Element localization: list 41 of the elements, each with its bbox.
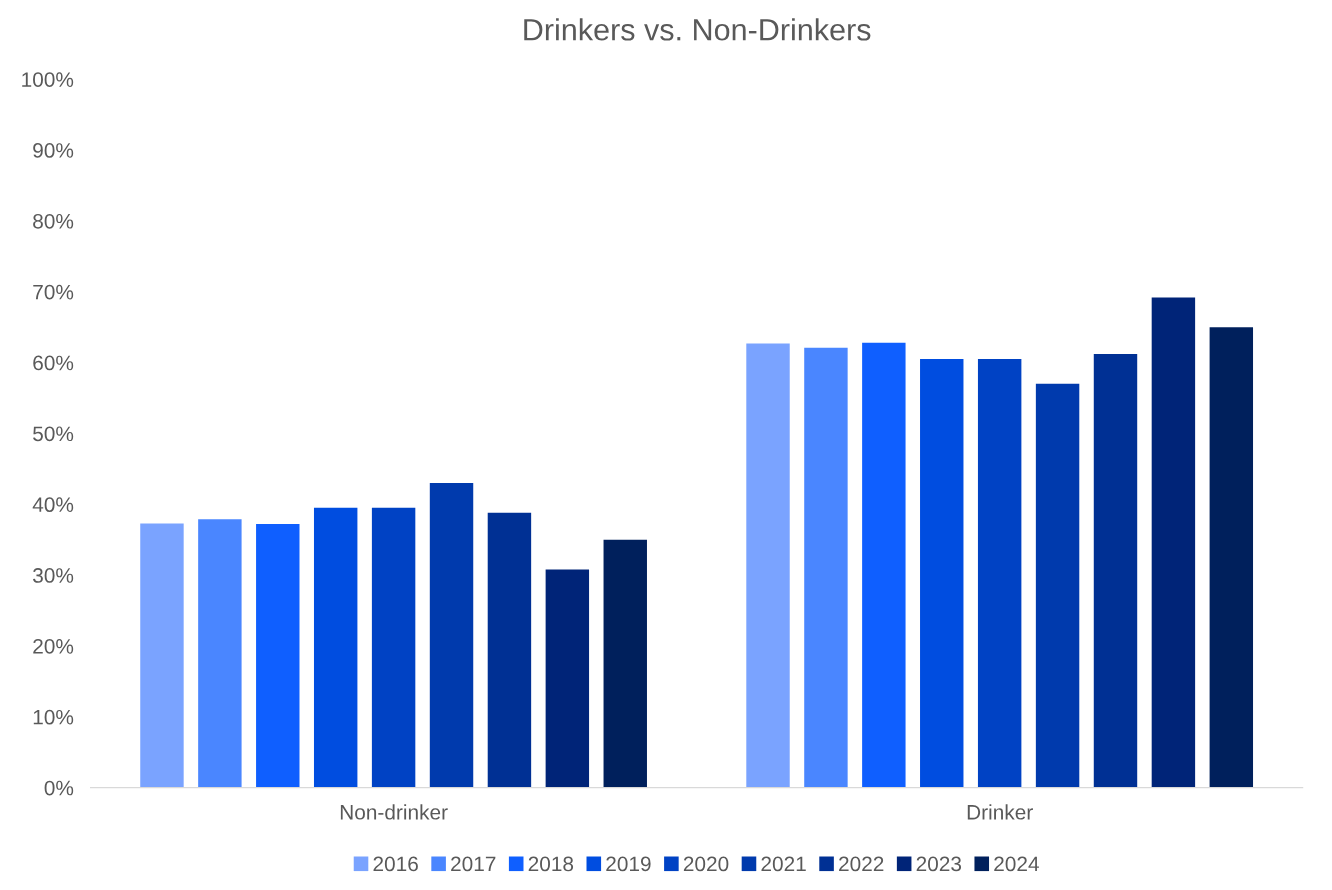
y-tick-label: 80% [33,213,74,229]
bar [487,512,532,788]
y-tick-label: 70% [33,284,74,300]
legend-label: 2017 [451,856,496,872]
bar [746,343,790,788]
bar [862,342,906,788]
bar [804,347,848,788]
legend-label: 2018 [528,856,574,872]
bar [1093,354,1138,788]
chart-title: Drinkers vs. Non-Drinkers [524,18,871,41]
legend-label: 2024 [994,856,1039,872]
bar [603,539,647,788]
bar [1151,297,1196,788]
bar [256,524,300,788]
legend-label: 2021 [761,856,806,872]
y-tick-label: 20% [33,638,74,654]
bar [198,519,242,788]
bar [371,507,416,788]
y-tick-label: 30% [33,568,74,583]
y-tick-label: 100% [22,72,74,87]
y-tick-label: 90% [33,143,74,158]
y-tick-label: 40% [32,497,74,513]
bar [1209,327,1254,788]
y-tick-label: 50% [33,426,74,442]
x-tick-label: Drinker [967,804,1033,820]
bar [140,523,184,788]
legend-label: 2023 [916,856,962,872]
legend-label: 2016 [373,856,418,872]
legend-label: 2022 [839,856,884,872]
bar [1035,383,1080,788]
legend-label: 2020 [683,856,729,872]
bar [545,569,590,788]
bar [920,359,964,788]
bar [977,359,1022,788]
x-tick-label: Non-drinker [340,804,448,820]
bar [313,507,358,788]
y-tick-label: 0% [44,780,74,796]
y-tick-label: 60% [33,355,74,371]
legend-label: 2019 [606,856,651,872]
bar [429,483,474,788]
y-tick-label: 10% [33,709,74,725]
